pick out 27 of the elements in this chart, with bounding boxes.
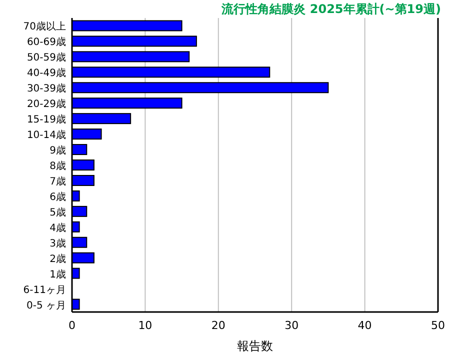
y-tick-label: 15-19歳 bbox=[26, 114, 66, 126]
y-tick-label: 70歳以上 bbox=[23, 20, 66, 33]
x-tick-label: 20 bbox=[211, 319, 226, 332]
y-tick-label: 3歳 bbox=[50, 237, 66, 250]
x-tick-label: 0 bbox=[68, 319, 76, 332]
y-tick-label: 8歳 bbox=[50, 160, 66, 172]
y-tick-label: 4歳 bbox=[50, 222, 66, 234]
x-tick-label: 50 bbox=[431, 319, 445, 332]
chart-title: 流行性角結膜炎 2025年累計(~第19週) bbox=[220, 2, 441, 16]
y-tick-label: 9歳 bbox=[50, 144, 66, 157]
y-tick-label: 20-29歳 bbox=[26, 98, 66, 110]
y-tick-label: 7歳 bbox=[50, 175, 66, 188]
y-tick-label: 5歳 bbox=[50, 206, 66, 218]
y-tick-label: 60-69歳 bbox=[26, 36, 66, 48]
y-tick-label: 10-14歳 bbox=[26, 129, 66, 142]
y-tick-label: 6-11ヶ月 bbox=[23, 284, 66, 296]
y-tick-label: 50-59歳 bbox=[26, 52, 66, 64]
x-tick-label: 40 bbox=[358, 319, 372, 332]
y-tick-label: 40-49歳 bbox=[26, 67, 66, 80]
x-tick-label: 10 bbox=[138, 319, 152, 332]
y-tick-label: 0-5 ヶ月 bbox=[26, 300, 66, 312]
y-tick-label: 30-39歳 bbox=[26, 82, 66, 95]
x-tick-label: 30 bbox=[284, 319, 299, 332]
x-axis-title: 報告数 bbox=[237, 339, 273, 353]
y-tick-label: 2歳 bbox=[50, 252, 66, 265]
y-tick-label: 6歳 bbox=[50, 190, 66, 203]
y-tick-label: 1歳 bbox=[50, 268, 66, 280]
